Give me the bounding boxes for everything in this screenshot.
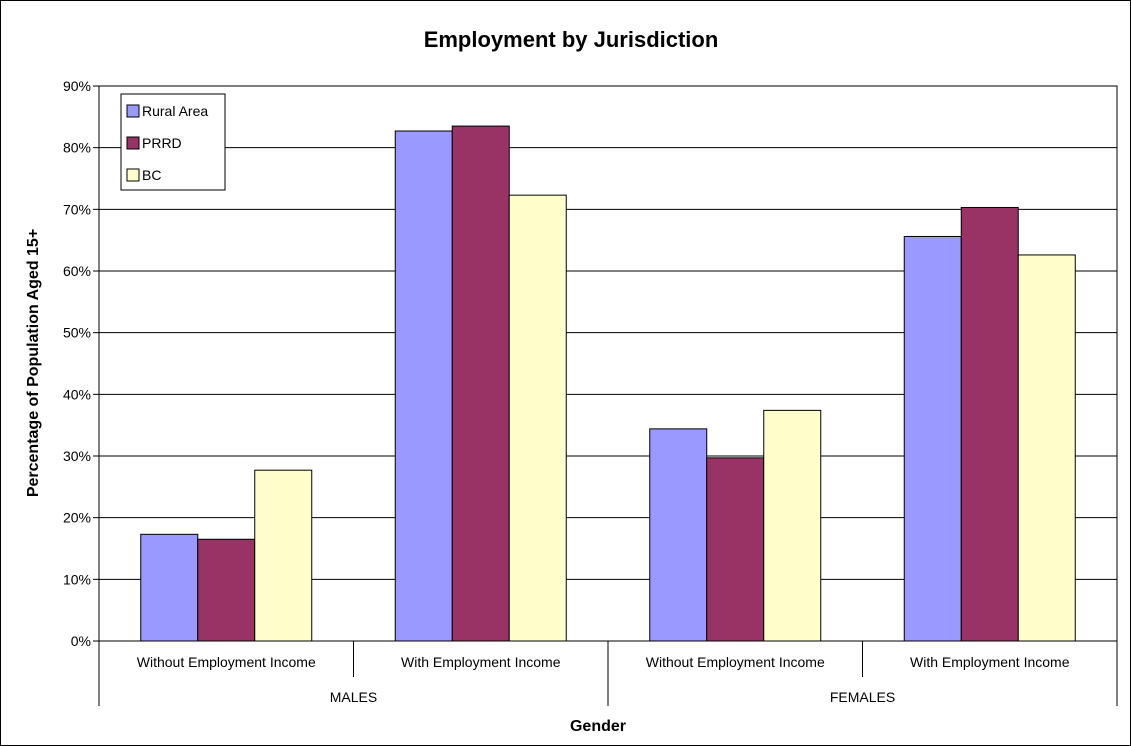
bar — [394, 130, 453, 642]
bar — [451, 125, 510, 642]
y-tick-label: 20% — [63, 510, 91, 526]
y-tick-label: 80% — [63, 140, 91, 156]
bar — [960, 206, 1019, 642]
legend-swatch — [126, 168, 140, 182]
bar — [1017, 254, 1076, 642]
y-tick-label: 0% — [71, 633, 91, 649]
bar — [763, 409, 822, 642]
y-axis-title: Percentage of Population Aged 15+ — [25, 229, 42, 497]
x-category-label: Without Employment Income — [137, 654, 316, 670]
bar — [140, 533, 199, 642]
legend-swatch — [126, 136, 140, 150]
legend-label: Rural Area — [142, 103, 208, 119]
y-tick-label: 60% — [63, 263, 91, 279]
bar — [903, 235, 962, 642]
x-group-label: FEMALES — [830, 689, 895, 705]
y-tick-label: 90% — [63, 78, 91, 94]
legend-swatch — [126, 104, 140, 118]
legend-label: BC — [142, 167, 161, 183]
y-tick-label: 50% — [63, 325, 91, 341]
bar — [649, 428, 708, 642]
plot-area: 0% 10% 20% 30% 40% 50% 60% 70% 80% 90% Without Emp… — [63, 78, 1118, 706]
chart-title: Employment by Jurisdiction — [424, 27, 719, 52]
y-tick-label: 10% — [63, 571, 91, 587]
bar — [706, 457, 765, 642]
y-tick-label: 30% — [63, 448, 91, 464]
x-axis-title: Gender — [570, 718, 626, 735]
x-category-label: Without Employment Income — [646, 654, 825, 670]
x-category-label: With Employment Income — [910, 654, 1070, 670]
bar — [254, 469, 313, 642]
x-group-label: MALES — [330, 689, 377, 705]
y-tick-label: 40% — [63, 386, 91, 402]
bar — [197, 538, 256, 642]
bar — [508, 194, 567, 642]
x-category-label: With Employment Income — [401, 654, 561, 670]
legend-label: PRRD — [142, 135, 182, 151]
y-tick-label: 70% — [63, 201, 91, 217]
